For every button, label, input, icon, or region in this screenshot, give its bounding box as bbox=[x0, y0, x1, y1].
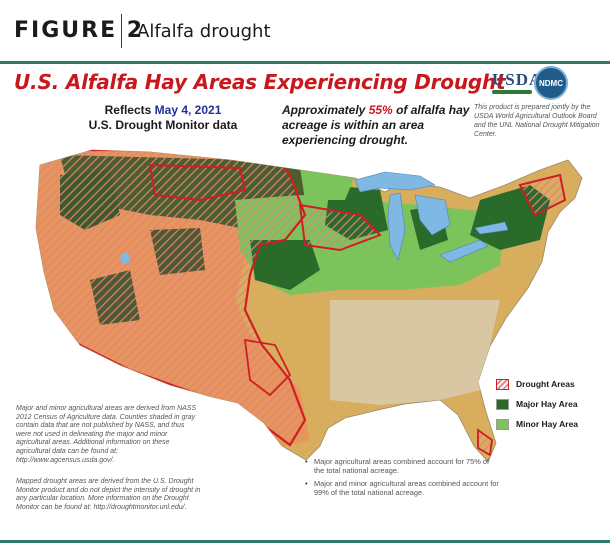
figure-label: FIGURE 2 bbox=[14, 18, 145, 43]
lake-michigan bbox=[387, 192, 406, 261]
bullet-combined: Major and minor agricultural areas combi… bbox=[305, 479, 500, 497]
plains-major bbox=[250, 240, 320, 290]
reflects-date: May 4, 2021 bbox=[154, 103, 222, 117]
drought-northeast-outline bbox=[518, 173, 567, 217]
reflects-prefix: Reflects bbox=[104, 103, 152, 117]
drought-texas-outline bbox=[243, 338, 292, 397]
great-salt-lake bbox=[120, 252, 130, 264]
legend-label: Minor Hay Area bbox=[516, 419, 579, 429]
figure-title: Alfalfa drought bbox=[137, 21, 271, 42]
top-rule bbox=[0, 61, 610, 64]
northern-minor bbox=[300, 168, 355, 200]
usda-logo: USDA bbox=[492, 70, 543, 94]
drought-midwest-outline bbox=[298, 203, 382, 252]
bottom-rule bbox=[0, 540, 610, 543]
us-map bbox=[35, 149, 583, 463]
header-divider bbox=[121, 14, 122, 48]
lake-ontario bbox=[474, 221, 509, 235]
figure-header: FIGURE 2 Alfalfa drought bbox=[0, 0, 610, 62]
drought-nd-outline bbox=[148, 163, 247, 202]
map-legend: Drought Areas Major Hay Area Minor Hay A… bbox=[496, 374, 606, 434]
bullet-major: Major agricultural areas combined accoun… bbox=[305, 457, 500, 475]
legend-item-minor: Minor Hay Area bbox=[496, 414, 606, 434]
major-swatch bbox=[496, 398, 509, 410]
census-note: Major and minor agricultural areas are d… bbox=[16, 405, 197, 464]
approx-note: Approximately 55% of alfalfa hay acreage… bbox=[282, 103, 472, 148]
legend-item-major: Major Hay Area bbox=[496, 394, 606, 414]
ndmc-logo: NDMC bbox=[534, 66, 568, 100]
drought-florida-hatch bbox=[478, 430, 492, 455]
legend-label: Drought Areas bbox=[516, 379, 575, 389]
drought-monitor-note: Mapped drought areas are derived from th… bbox=[16, 478, 201, 511]
drought-swatch bbox=[496, 378, 509, 390]
lake-superior bbox=[354, 171, 436, 193]
reflects-note: Reflects May 4, 2021 U.S. Drought Monito… bbox=[78, 103, 248, 133]
reflects-source: U.S. Drought Monitor data bbox=[88, 118, 238, 132]
drought-west-outline bbox=[36, 150, 307, 447]
acreage-bullets: Major agricultural areas combined accoun… bbox=[305, 457, 500, 501]
lake-huron bbox=[414, 194, 451, 236]
credit-note: This product is prepared jointly by the … bbox=[474, 104, 600, 138]
approx-pct: 55% bbox=[368, 103, 393, 117]
approx-suffix: of alfalfa hay acreage is within an area… bbox=[282, 103, 470, 147]
legend-item-drought: Drought Areas bbox=[496, 374, 606, 394]
approx-prefix: Approximately bbox=[282, 103, 366, 117]
minor-swatch bbox=[496, 418, 509, 430]
map-title: U.S. Alfalfa Hay Areas Experiencing Drou… bbox=[14, 70, 506, 94]
drought-west-hatch bbox=[36, 150, 305, 445]
legend-label: Major Hay Area bbox=[516, 399, 578, 409]
lake-erie bbox=[439, 239, 489, 263]
south-gray-area bbox=[330, 300, 500, 405]
drought-florida-outline bbox=[477, 428, 493, 457]
